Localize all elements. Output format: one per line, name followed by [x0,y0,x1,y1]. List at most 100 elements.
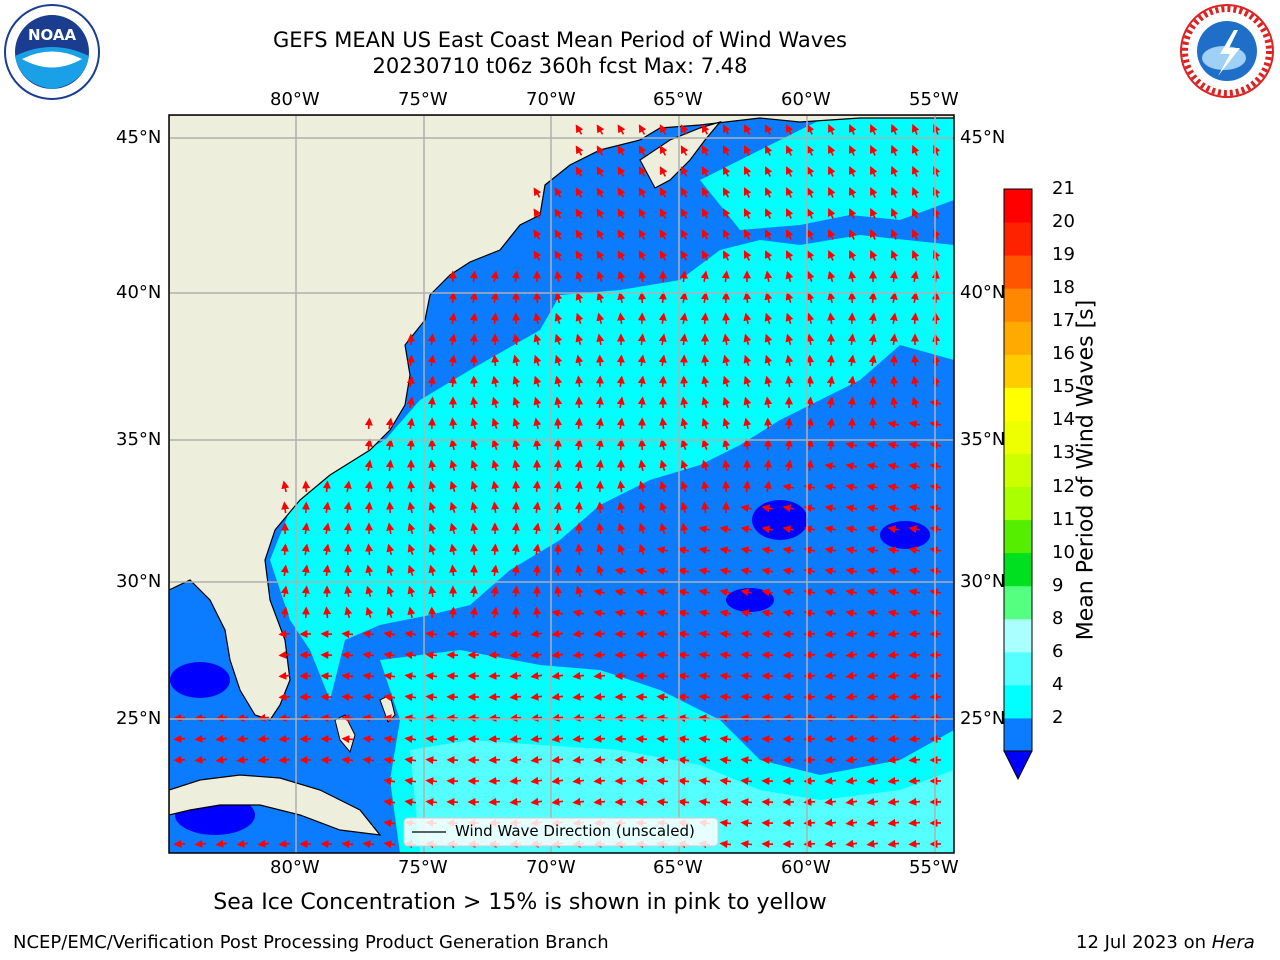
wind-wave-arrow [532,501,541,514]
wind-wave-arrow [807,208,815,219]
wind-wave-arrow [512,417,521,429]
wind-wave-arrow [215,734,228,743]
wind-wave-arrow [427,396,436,409]
wind-wave-arrow [740,630,753,639]
wind-wave-arrow [826,375,835,388]
wind-wave-arrow [617,124,626,135]
wind-wave-arrow [743,250,752,261]
wind-wave-arrow [743,354,752,366]
wind-wave-arrow [533,417,542,430]
wind-wave-arrow [596,354,605,367]
wind-wave-arrow [425,798,438,807]
wind-wave-arrow [742,480,751,493]
wind-wave-arrow [680,417,689,430]
wind-wave-arrow [512,396,521,408]
wind-wave-arrow [743,417,752,430]
wind-wave-arrow [824,504,837,513]
wind-wave-arrow [824,650,837,659]
wind-wave-arrow [532,543,541,556]
wind-wave-arrow [698,567,711,576]
wind-wave-arrow [596,312,605,325]
wind-wave-arrow [575,124,584,135]
wind-wave-arrow [617,208,626,219]
wind-wave-arrow [488,629,501,638]
wind-wave-arrow [845,441,858,450]
colorbar-segment [1004,585,1032,620]
colorbar-frame [1003,188,1033,752]
wind-wave-arrow [824,755,837,764]
wind-wave-arrow [761,546,774,555]
wind-wave-arrow [806,270,815,282]
wind-wave-arrow [698,588,711,597]
wind-wave-arrow [572,650,585,659]
wind-wave-arrow [530,755,543,764]
lon-label-bottom: 75°W [398,857,448,878]
wind-wave-arrow [782,504,795,513]
lon-label-top: 55°W [909,89,959,110]
wind-wave-arrow [740,609,753,618]
wind-wave-arrow [765,250,773,261]
wind-wave-arrow [887,839,900,848]
wind-wave-arrow [743,124,752,135]
wind-wave-arrow [845,567,858,576]
wind-wave-arrow [194,734,207,743]
wind-wave-arrow [428,501,437,513]
wind-wave-arrow [280,606,289,619]
wind-wave-arrow [845,839,858,848]
wind-wave-arrow [700,291,709,304]
wind-wave-arrow [554,187,563,198]
wind-wave-arrow [596,522,605,535]
machine-name: Hera [1211,932,1255,953]
wind-wave-arrow [638,145,647,156]
wind-wave-arrow [449,543,458,556]
wind-wave-arrow [638,459,647,472]
wind-wave-arrow [827,187,836,198]
wind-wave-arrow [301,522,310,535]
wind-wave-arrow [722,187,731,198]
wind-wave-arrow [868,291,877,304]
wind-wave-arrow [596,124,605,135]
wind-wave-arrow [677,735,690,744]
wind-wave-arrow [887,671,900,680]
wind-wave-arrow [404,798,417,807]
wind-wave-arrow [910,312,919,325]
wind-wave-arrow [365,543,374,556]
wind-wave-arrow [677,672,690,681]
wind-wave-arrow [553,459,562,472]
wind-wave-arrow [677,546,690,555]
wind-wave-arrow [362,840,375,849]
wind-wave-arrow [806,291,815,303]
wind-wave-arrow [677,651,690,660]
wind-wave-arrow [659,459,668,472]
wind-wave-arrow [407,522,416,535]
wind-wave-arrow [908,525,921,534]
wind-wave-arrow [341,630,354,639]
wind-wave-arrow [887,609,900,618]
wind-wave-arrow [385,417,394,430]
wind-wave-arrow [824,839,837,848]
wind-wave-arrow [887,776,900,785]
wind-wave-arrow [701,124,710,135]
wind-wave-arrow [764,312,773,324]
wind-wave-arrow [764,354,773,366]
wind-wave-arrow [869,229,878,240]
wind-wave-arrow [848,270,857,283]
wind-wave-arrow [679,333,688,346]
wind-wave-arrow [635,588,648,597]
wind-wave-arrow [848,166,857,177]
wind-wave-arrow [407,480,416,493]
wind-wave-arrow [553,480,562,493]
wind-wave-arrow [530,797,543,806]
wind-wave-arrow [845,650,858,659]
colorbar-segment [1004,618,1032,653]
wind-wave-arrow [575,229,584,240]
wind-wave-arrow [908,734,921,743]
wind-wave-arrow [719,777,732,786]
wind-wave-arrow [824,567,837,576]
wind-wave-arrow [719,546,732,555]
wind-wave-arrow [866,504,879,513]
wind-wave-arrow [638,250,647,261]
wind-wave-arrow [428,522,437,534]
colorbar-tick-label: 9 [1052,574,1064,596]
wind-wave-arrow [866,839,879,848]
